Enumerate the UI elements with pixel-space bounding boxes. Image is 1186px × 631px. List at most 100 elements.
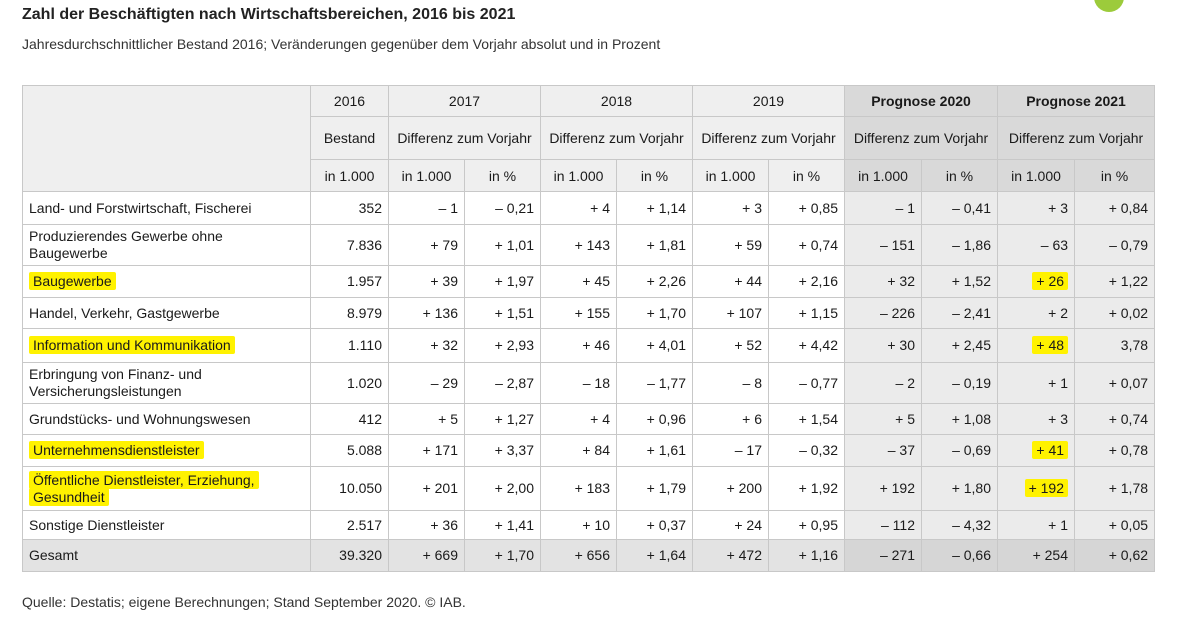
row-label: Grundstücks- und Wohnungswesen — [22, 403, 311, 435]
table-cell: + 48 — [997, 328, 1076, 363]
cell-value: – 226 — [879, 304, 915, 321]
table-row: Grundstücks- und Wohnungswesen 412 + 5 + 1,… — [22, 403, 1156, 435]
cell-value: + 10 — [582, 516, 610, 533]
cell-value: 352 — [358, 199, 382, 216]
col-diff-2021: Differenz zum Vorjahr — [997, 116, 1156, 160]
row-label-text: Erbringung von Finanz- und Versicherungs… — [29, 366, 202, 399]
cell-value: – 18 — [582, 374, 610, 391]
cell-value: + 143 — [574, 236, 610, 253]
cell-value: + 1,81 — [646, 236, 686, 253]
cell-value: + 192 — [879, 480, 915, 496]
table-cell: + 44 — [692, 265, 769, 298]
cell-value: 1.957 — [346, 273, 382, 289]
table-cell: – 4,32 — [920, 510, 999, 540]
table-row: Erbringung von Finanz- und Versicherungs… — [22, 362, 1156, 404]
cell-value: 8.979 — [346, 304, 382, 321]
table-cell: – 1 — [844, 191, 922, 225]
table-cell: – 0,69 — [920, 434, 999, 467]
cell-value: + 46 — [582, 337, 610, 353]
cell-value: + 59 — [734, 236, 762, 253]
cell-value: + 44 — [734, 273, 762, 289]
table-cell: + 36 — [388, 510, 465, 540]
table-cell: – 8 — [692, 362, 769, 404]
cell-value: + 79 — [430, 236, 458, 253]
table-cell: + 52 — [692, 328, 769, 363]
table-cell: – 226 — [844, 297, 922, 329]
table-cell: – 112 — [844, 510, 922, 540]
cell-value: + 1,97 — [494, 273, 534, 289]
cell-value: + 192 — [1024, 479, 1069, 497]
table-cell: + 30 — [844, 328, 922, 363]
cell-value: + 1,70 — [646, 304, 686, 321]
table-cell: + 669 — [388, 539, 465, 572]
table-cell: + 1,70 — [464, 539, 541, 572]
cell-value: + 2,26 — [646, 273, 686, 289]
table-cell: – 18 — [540, 362, 617, 404]
cell-value: + 669 — [422, 547, 458, 563]
cell-value: + 2 — [1048, 304, 1069, 321]
cell-value: – 1 — [895, 199, 915, 216]
highlighted-label: Unternehmensdienstleister — [29, 441, 204, 459]
row-label-text: Handel, Verkehr, Gastgewerbe — [29, 304, 220, 321]
row-label: Handel, Verkehr, Gastgewerbe — [22, 297, 311, 329]
row-label-text: Gesamt — [29, 547, 79, 563]
table-row: Handel, Verkehr, Gastgewerbe 8.979 + 136 + … — [22, 297, 1156, 329]
row-label: Gesamt — [22, 539, 311, 572]
table-cell: + 1,80 — [920, 466, 999, 511]
unit-pct-header: in % — [1074, 159, 1156, 192]
cell-value: – 0,41 — [952, 199, 992, 216]
cell-value: + 48 — [1032, 336, 1069, 354]
cell-value: + 136 — [422, 304, 458, 321]
cell-value: + 24 — [734, 516, 762, 533]
cell-value: 1.020 — [346, 374, 382, 391]
table-cell: + 32 — [844, 265, 922, 298]
table-cell: + 4,42 — [768, 328, 845, 363]
table-cell: 1.957 — [310, 265, 389, 298]
cell-value: + 0,78 — [1108, 442, 1149, 458]
table-cell: + 1,15 — [768, 297, 845, 329]
table-cell: + 26 — [997, 265, 1076, 298]
table-cell: + 0,85 — [768, 191, 845, 225]
cell-value: – 0,77 — [799, 374, 838, 391]
highlighted-label: Baugewerbe — [29, 272, 116, 290]
table-cell: 3,78 — [1074, 328, 1156, 363]
cell-value: + 1,16 — [798, 547, 838, 563]
table-cell: + 1,08 — [920, 403, 999, 435]
cell-value: + 3 — [1048, 410, 1069, 427]
cell-value: – 1,77 — [647, 374, 686, 391]
table-cell: + 2,26 — [616, 265, 693, 298]
cell-value: – 271 — [879, 547, 915, 563]
table-cell: + 143 — [540, 224, 617, 266]
col-bestand: Bestand — [310, 116, 389, 160]
table-cell: + 1 — [997, 510, 1076, 540]
cell-value: + 32 — [430, 337, 458, 353]
cell-value: + 4,42 — [798, 337, 838, 353]
table-cell: + 2,93 — [464, 328, 541, 363]
cell-value: + 155 — [574, 304, 610, 321]
unit-pct-header: in % — [920, 159, 999, 192]
cell-value: + 32 — [887, 273, 915, 289]
table-cell: + 0,02 — [1074, 297, 1156, 329]
unit-abs-header: in 1.000 — [844, 159, 922, 192]
cell-value: – 0,19 — [952, 374, 992, 391]
cell-value: + 3 — [742, 199, 762, 216]
table-cell: + 1,64 — [616, 539, 693, 572]
table-cell: + 0,05 — [1074, 510, 1156, 540]
cell-value: + 1 — [1048, 516, 1069, 533]
table-cell: – 1,86 — [920, 224, 999, 266]
cell-value: + 1,22 — [1108, 273, 1149, 289]
cell-value: 2.517 — [346, 516, 382, 533]
cell-value: + 1,51 — [494, 304, 534, 321]
table-cell: – 0,79 — [1074, 224, 1156, 266]
table-cell: + 2 — [997, 297, 1076, 329]
cell-value: + 1,78 — [1108, 480, 1149, 496]
cell-value: + 84 — [582, 442, 610, 458]
cell-value: + 0,07 — [1108, 374, 1149, 391]
table-cell: + 107 — [692, 297, 769, 329]
table-cell: + 1,41 — [464, 510, 541, 540]
cell-value: – 37 — [887, 442, 915, 458]
cell-value: + 41 — [1032, 441, 1069, 459]
cell-value: 3,78 — [1120, 337, 1149, 353]
table-cell: – 0,77 — [768, 362, 845, 404]
col-diff-2020: Differenz zum Vorjahr — [843, 116, 999, 160]
